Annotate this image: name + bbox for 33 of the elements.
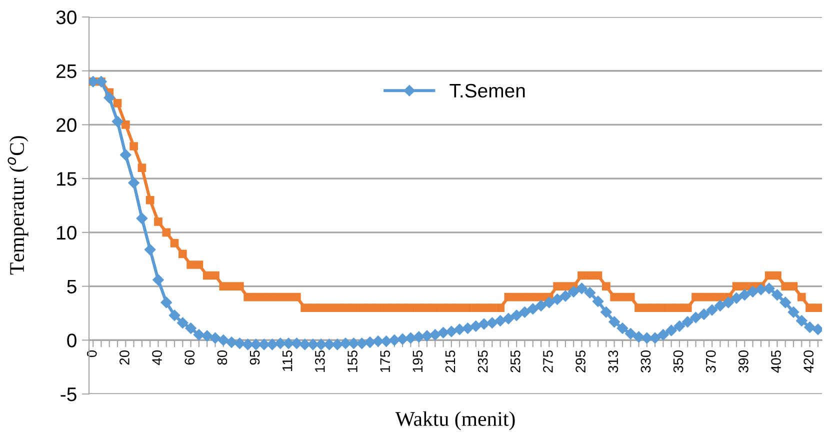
x-tick-label: 405 — [771, 350, 781, 373]
x-tick-label: 175 — [380, 350, 390, 372]
x-tick-label: 330 — [640, 350, 651, 373]
y-tick-label: 5 — [67, 280, 76, 294]
x-tick-label: 135 — [315, 350, 325, 372]
y-tick-label: -5 — [60, 388, 76, 402]
x-tick-label: 60 — [184, 350, 195, 365]
x-tick-label: 155 — [348, 350, 358, 372]
x-tick-label: 313 — [608, 350, 618, 373]
x-tick-label: 215 — [445, 350, 456, 372]
x-axis-title: Waktu (menit) — [395, 411, 515, 430]
x-tick-label: 80 — [217, 350, 228, 365]
x-tick-label: 390 — [738, 350, 748, 373]
x-tick-label: 350 — [673, 350, 684, 373]
x-tick-label: 255 — [510, 350, 520, 372]
x-tick-label: 195 — [412, 350, 423, 372]
y-tick-label: 25 — [56, 64, 76, 78]
x-tick-label: 235 — [478, 350, 488, 372]
y-tick-label: 10 — [57, 226, 76, 240]
y-tick-label: 30 — [56, 10, 76, 24]
y-tick-label: 0 — [67, 334, 76, 348]
legend-label: T.Semen — [450, 84, 525, 98]
x-tick-label: 40 — [152, 350, 162, 365]
y-tick-label: 20 — [56, 118, 76, 132]
x-tick-label: 420 — [804, 350, 814, 373]
x-tick-label: 295 — [576, 350, 586, 372]
x-tick-label: 370 — [706, 350, 716, 373]
x-tick-label: 275 — [543, 350, 553, 372]
x-tick-label: 115 — [282, 350, 292, 371]
y-axis-title: Temperatur ($^{o}$C) — [8, 136, 28, 275]
x-tick-label: 20 — [120, 350, 130, 365]
y-tick-label: 15 — [57, 172, 76, 186]
x-tick-label: 95 — [250, 350, 260, 365]
